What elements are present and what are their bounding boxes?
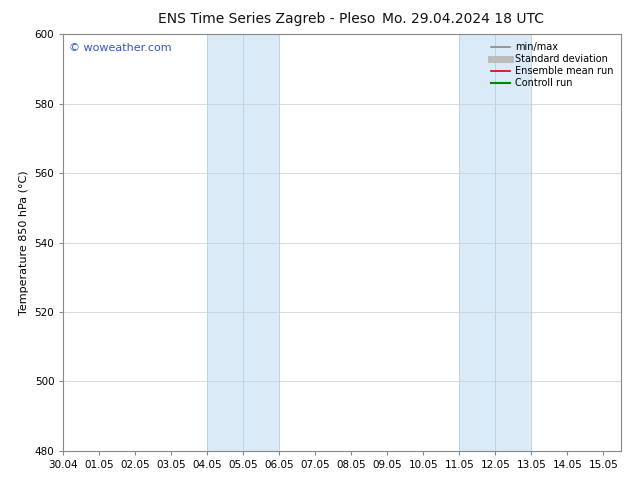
Bar	[207, 34, 280, 451]
Legend: min/max, Standard deviation, Ensemble mean run, Controll run: min/max, Standard deviation, Ensemble me…	[488, 39, 616, 91]
Text: © woweather.com: © woweather.com	[69, 43, 172, 52]
Text: Mo. 29.04.2024 18 UTC: Mo. 29.04.2024 18 UTC	[382, 12, 544, 26]
Y-axis label: Temperature 850 hPa (°C): Temperature 850 hPa (°C)	[19, 170, 29, 315]
Text: ENS Time Series Zagreb - Pleso: ENS Time Series Zagreb - Pleso	[158, 12, 375, 26]
Bar	[460, 34, 531, 451]
